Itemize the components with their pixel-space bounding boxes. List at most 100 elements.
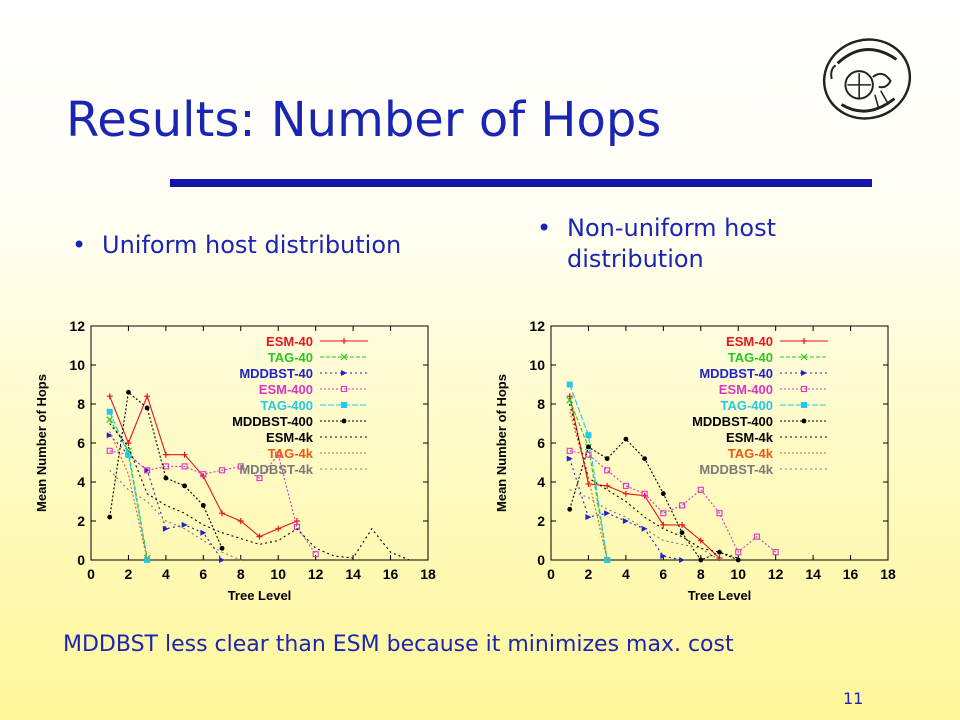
data-point (144, 405, 150, 411)
y-tick-label: 8 (77, 396, 85, 412)
x-tick-label: 18 (420, 566, 436, 582)
series-mddbst-4k (109, 469, 242, 561)
series-line (569, 411, 608, 561)
x-tick-label: 16 (843, 566, 859, 582)
y-tick-label: 6 (537, 435, 545, 451)
y-tick-label: 2 (537, 513, 545, 529)
data-point (200, 529, 207, 536)
hops-chart-uniform: 0 2 4 6 8 10 12 0 2 4 6 8 10 12 14 16 18 Tree Level Mean N… (34, 318, 436, 603)
data-point (125, 451, 132, 458)
data-point (660, 491, 666, 497)
series-line (569, 403, 739, 559)
data-point (181, 521, 188, 528)
legend-label: MDDBST-400 (692, 414, 773, 429)
chart-non-uniform: 0 2 4 6 8 10 12 0 2 4 6 8 10 12 14 16 18 Tree Level Mean N… (460, 306, 900, 616)
series-line (109, 431, 148, 561)
y-tick-label: 4 (77, 474, 85, 490)
legend-label: TAG-40 (268, 350, 313, 365)
slide-title: Results: Number of Hops (66, 92, 662, 148)
legend-label: ESM-40 (266, 334, 313, 349)
data-point (162, 451, 169, 458)
series-line (109, 423, 410, 561)
data-point (162, 525, 169, 532)
series-tag-40 (566, 396, 611, 564)
data-point (566, 455, 573, 462)
data-point (716, 510, 723, 517)
page-number: 11 (843, 689, 864, 708)
data-point (566, 393, 573, 400)
legend-marker (801, 418, 807, 424)
data-point (604, 467, 611, 474)
legend-marker (341, 338, 347, 344)
x-tick-label: 18 (880, 566, 896, 582)
data-point (679, 557, 686, 563)
bullet-uniform: • Uniform host distribution (72, 230, 472, 261)
data-point (772, 549, 779, 556)
data-point (604, 456, 610, 461)
data-point (126, 389, 131, 395)
data-point (660, 510, 667, 517)
bullet-text: Non-uniform host distribution (567, 214, 776, 273)
bullet-non-uniform: • Non-uniform host distribution (537, 213, 837, 275)
legend-marker (801, 402, 807, 408)
data-point (219, 545, 225, 551)
data-point (106, 408, 113, 415)
data-point (697, 537, 704, 544)
data-point (753, 533, 760, 540)
legend-label: TAG-40 (728, 350, 773, 365)
data-point (275, 525, 282, 532)
data-point (697, 486, 704, 493)
legend-marker (800, 385, 808, 393)
bullet-dot: • (537, 214, 552, 242)
legend-label: MDDBST-400 (232, 414, 313, 429)
data-point (641, 490, 648, 497)
x-tick-label: 10 (730, 566, 746, 582)
data-point (642, 456, 648, 461)
data-point (256, 533, 263, 540)
data-point (312, 551, 319, 558)
data-point (622, 482, 629, 489)
legend-marker (341, 370, 347, 376)
chart-uniform: 0 2 4 6 8 10 12 0 2 4 6 8 10 12 14 16 18 Tree Level Mean N… (0, 306, 440, 616)
data-point (679, 530, 685, 536)
legend-label: TAG-400 (721, 398, 774, 413)
x-tick-label: 16 (383, 566, 399, 582)
series-tag-4k (109, 431, 148, 561)
data-point (716, 555, 723, 562)
data-point (735, 549, 742, 556)
y-tick-label: 10 (529, 357, 545, 373)
series-line (109, 469, 242, 561)
data-point (219, 467, 226, 474)
data-point (144, 467, 151, 474)
y-tick-label: 12 (69, 318, 85, 334)
legend-label: TAG-4k (268, 446, 314, 461)
series-mddbst-400 (107, 389, 225, 551)
footer-note: MDDBST less clear than ESM because it mi… (63, 632, 734, 657)
x-tick-label: 2 (585, 566, 593, 582)
legend-marker (340, 385, 348, 393)
data-point (106, 416, 114, 424)
x-tick-label: 6 (659, 566, 667, 582)
data-point (623, 436, 629, 442)
title-underline (170, 179, 872, 187)
y-tick-label: 6 (77, 435, 85, 451)
data-point (219, 557, 226, 563)
data-point (125, 440, 132, 446)
series-esm-4k (569, 403, 739, 559)
x-tick-label: 14 (805, 566, 821, 582)
data-point (604, 510, 611, 517)
x-tick-label: 10 (270, 566, 286, 582)
data-point (107, 514, 113, 520)
series-tag-4k (569, 411, 608, 561)
data-point (200, 503, 206, 508)
legend-marker (801, 370, 807, 376)
series-esm-4k (109, 423, 410, 561)
x-tick-label: 4 (622, 566, 630, 582)
data-point (275, 451, 282, 458)
series-line (569, 450, 777, 554)
x-tick-label: 6 (199, 566, 207, 582)
data-point (181, 463, 188, 470)
legend-label: MDDBST-4k (699, 462, 773, 477)
series-tag-400 (106, 408, 151, 563)
data-point (717, 549, 722, 555)
